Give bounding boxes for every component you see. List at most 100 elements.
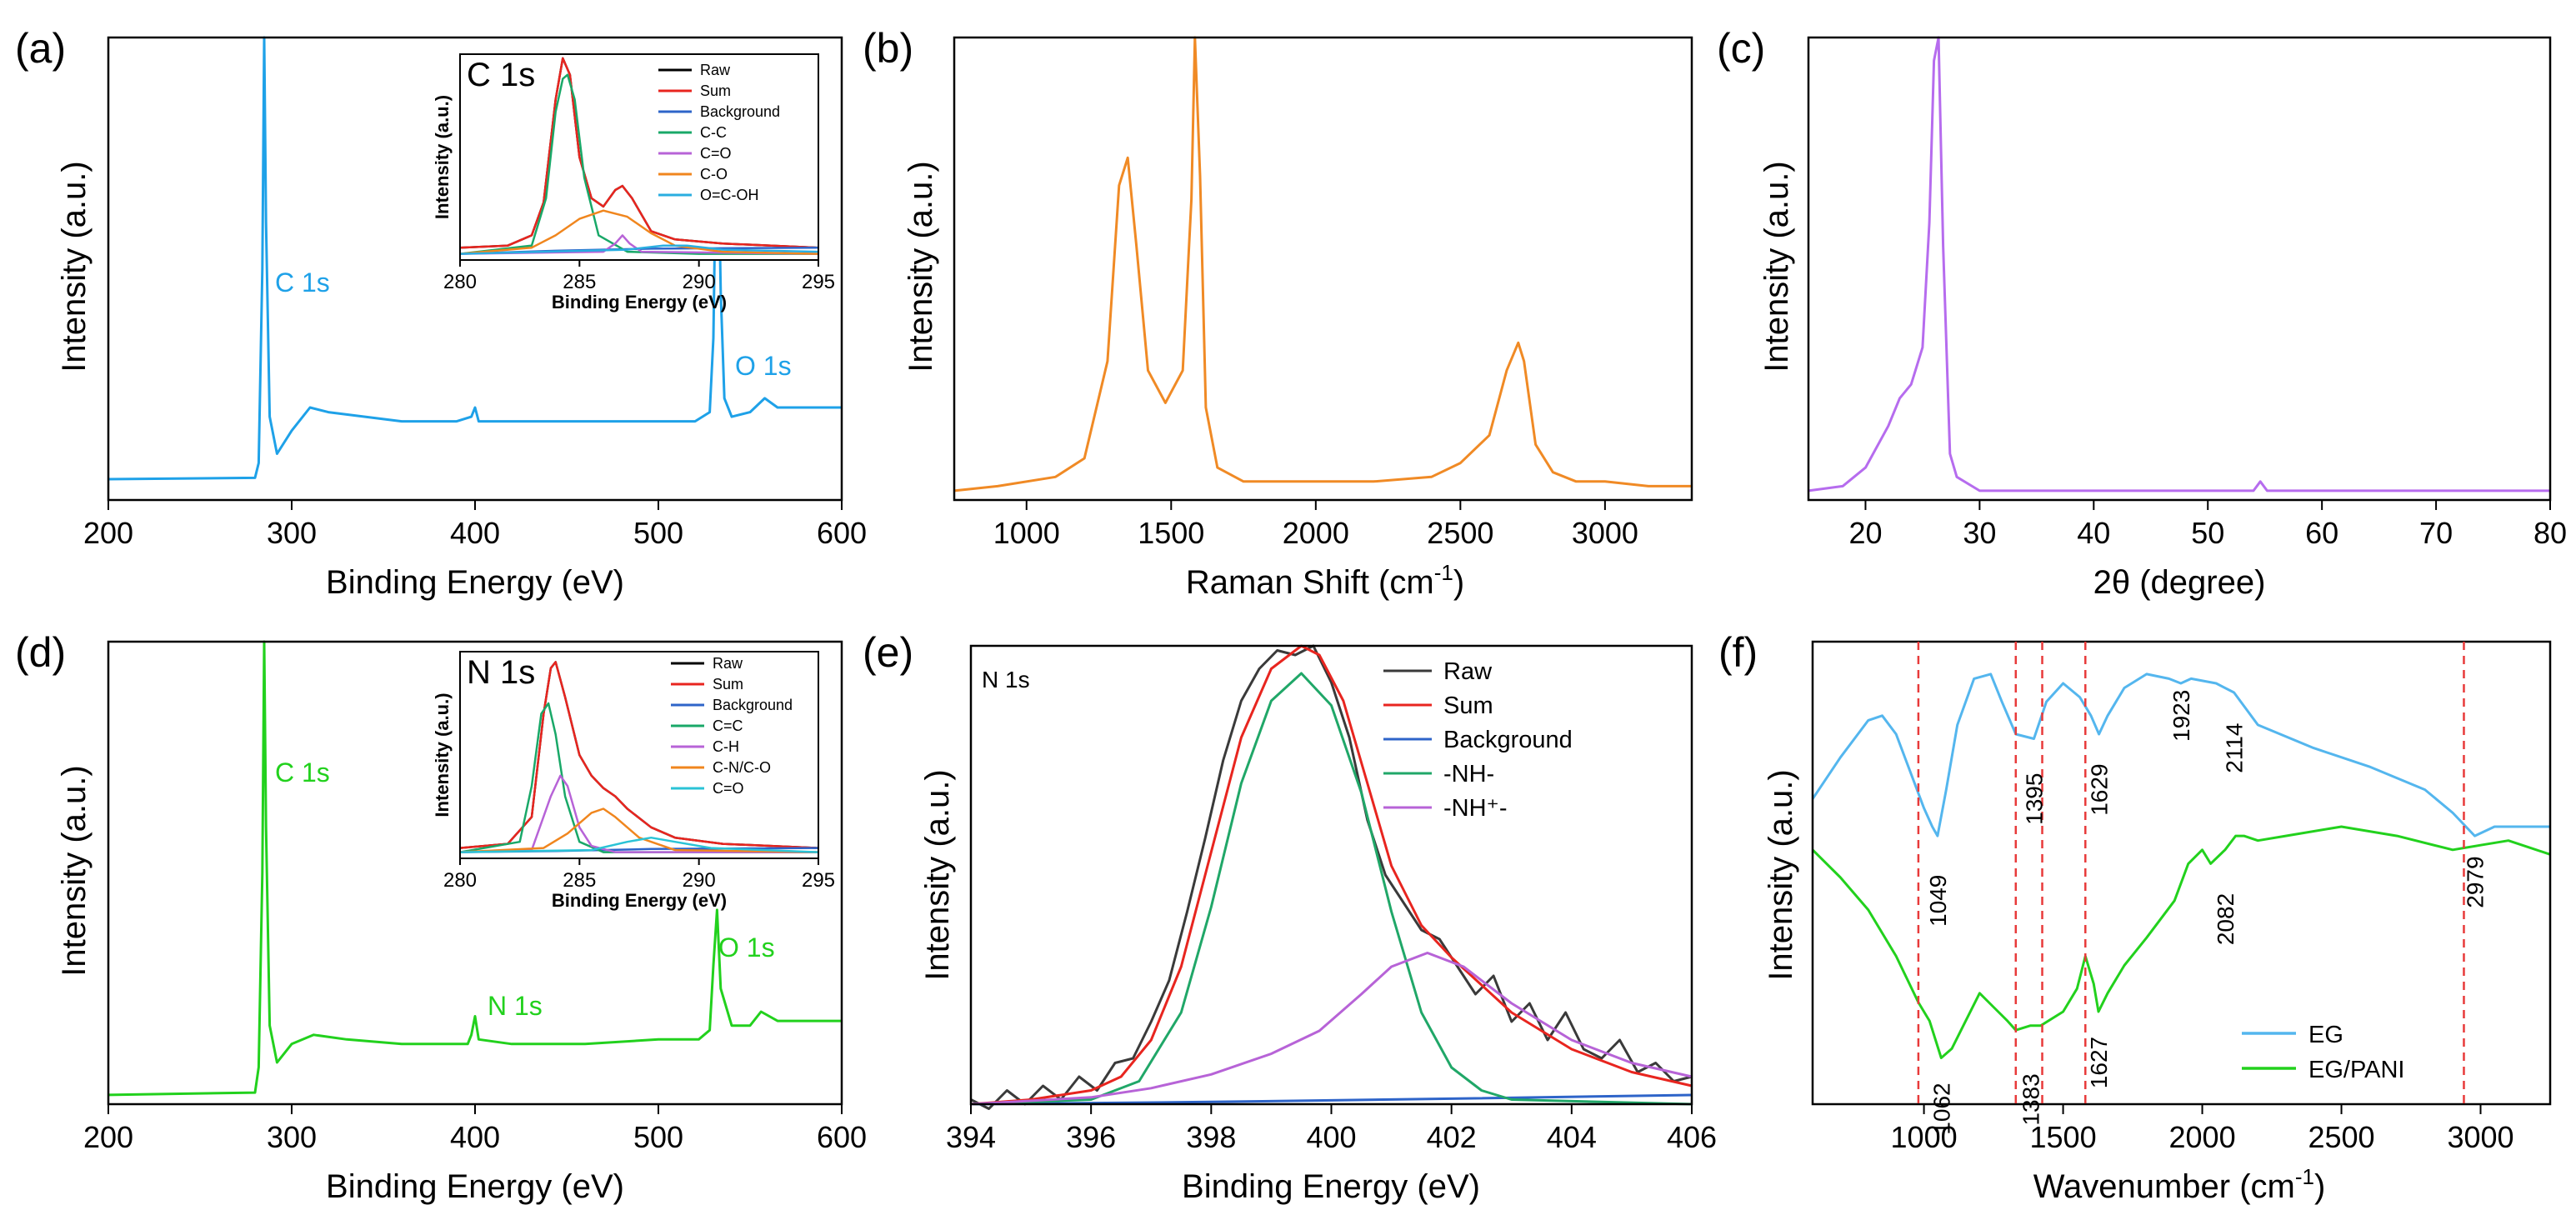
x-tick-label: 394 (946, 1120, 996, 1154)
panel-c: (c) 20 30 40 50 60 70 80 Intensity (a.u.) 2θ (deg… (1717, 25, 2567, 601)
x-tick-label: 500 (633, 516, 683, 550)
series-line-survey (108, 640, 842, 1097)
series-line-sum (459, 661, 819, 849)
peak-annotation: 1062 (1928, 1082, 1954, 1134)
inset-background (460, 652, 818, 858)
panel-letter: (a) (15, 25, 66, 72)
x-axis-title: Binding Energy (eV) (326, 564, 624, 601)
x-tick-label: 30 (1963, 516, 1996, 550)
inset-legend-label: Sum (700, 82, 731, 99)
series-line-sum (459, 57, 819, 249)
x-tick-label: 50 (2191, 516, 2224, 550)
peak-label: C 1s (275, 268, 330, 298)
inset-legend-label: Raw (700, 62, 731, 78)
series-line-c-o (459, 209, 819, 255)
inset-legend-label: C-C (700, 124, 727, 141)
x-tick-label: 396 (1066, 1120, 1116, 1154)
peak-annotation: 1629 (2087, 763, 2113, 815)
x-axis-title: Binding Energy (eV) (326, 1168, 624, 1205)
x-tick-label: 295 (802, 271, 835, 293)
panel-f: (f) 1000 1500 2000 2500 3000 Intensity (a.u.) W… (1718, 629, 2552, 1205)
x-tick-label: 1500 (2030, 1120, 2097, 1154)
x-tick-label: 398 (1186, 1120, 1236, 1154)
inset-y-axis-title: Intensity (a.u.) (432, 95, 453, 219)
x-tick-label: 200 (83, 1120, 133, 1154)
x-tick-label: 2000 (1283, 516, 1349, 550)
inset-title: N 1s (467, 654, 535, 691)
x-axis-title: Binding Energy (eV) (1182, 1168, 1480, 1205)
x-tick-label: 285 (563, 271, 596, 293)
x-tick-label: 285 (563, 869, 596, 892)
x-axis-title-end: ) (1453, 564, 1464, 601)
x-tick-label: 400 (1306, 1120, 1356, 1154)
x-tick-label: 200 (83, 516, 133, 550)
inset-legend-label: C-N/C-O (713, 759, 771, 776)
x-tick-label: 290 (683, 869, 716, 892)
inset-legend-label: C=O (713, 780, 744, 797)
series-line-nh (970, 672, 1693, 1106)
x-tick-label: 70 (2419, 516, 2453, 550)
inset-x-axis-title: Binding Energy (eV) (552, 890, 727, 911)
legend-label: Background (1443, 727, 1573, 753)
inset-legend-label: Raw (713, 655, 743, 672)
x-tick-label: 300 (267, 516, 317, 550)
series-line-c-c (459, 73, 818, 255)
y-axis-title: Intensity (a.u.) (919, 769, 956, 980)
peak-annotation: 1383 (2018, 1073, 2043, 1125)
peak-annotation: 1627 (2086, 1037, 2112, 1088)
x-tick-label: 295 (802, 869, 835, 892)
series-line-raw (970, 644, 1693, 1110)
series-line-c-n-c-o (459, 808, 819, 853)
peak-label: C 1s (275, 758, 330, 788)
series-line-background (970, 1093, 1693, 1106)
x-axis-title-main: Wavenumber (cm (2033, 1168, 2295, 1205)
x-tick-label: 60 (2305, 516, 2338, 550)
panel-d: (d) 200 300 400 500 600 Intensity (a.u.) Bindin… (15, 629, 867, 1205)
x-axis-title-main: Raman Shift (cm (1186, 564, 1434, 601)
peak-label: O 1s (735, 351, 792, 381)
panel-letter: (f) (1718, 629, 1758, 676)
series-line-c-o (459, 836, 819, 853)
x-tick-label: 290 (683, 271, 716, 293)
legend-label: Raw (1443, 658, 1493, 685)
x-tick-label: 280 (443, 271, 477, 293)
x-axis-title: 2θ (degree) (2093, 564, 2266, 601)
x-axis-title-end: ) (2314, 1168, 2325, 1205)
inset-legend-label: C=O (700, 145, 732, 162)
x-tick-label: 1000 (1891, 1120, 1958, 1154)
x-tick-label: 400 (450, 516, 500, 550)
x-tick-label: 2500 (1427, 516, 1493, 550)
x-tick-label: 80 (2533, 516, 2567, 550)
x-tick-label: 300 (267, 1120, 317, 1154)
series-line-sum (970, 644, 1693, 1106)
inset-legend-label: Sum (713, 676, 743, 692)
inset-chart: 280 285 290 295 N 1s Binding Energy (eV) Inten… (432, 651, 835, 911)
inset-legend-label: Background (713, 697, 793, 713)
peak-annotation: 1395 (2022, 773, 2048, 825)
x-axis-title-sup: -1 (1434, 560, 1453, 585)
y-axis-title: Intensity (a.u.) (1758, 161, 1795, 372)
x-tick-label: 500 (633, 1120, 683, 1154)
x-tick-label: 1000 (993, 516, 1060, 550)
series-line-xrd (1808, 36, 2550, 492)
x-tick-label: 402 (1427, 1120, 1477, 1154)
peak-annotation: 2114 (2222, 723, 2248, 773)
series-line-o-c-oh (459, 244, 819, 255)
inset-title: C 1s (467, 57, 535, 93)
panel-e: (e) 394 396 398 400 402 404 406 Intensity (a.u.)… (863, 629, 1717, 1205)
x-tick-label: 280 (443, 869, 477, 892)
series-line-raman (953, 36, 1692, 492)
x-tick-label: 600 (817, 1120, 867, 1154)
x-tick-label: 20 (1848, 516, 1882, 550)
legend-label: -NH- (1443, 761, 1494, 788)
inset-frame (459, 651, 819, 859)
inset-y-axis-title: Intensity (a.u.) (432, 692, 453, 817)
peak-annotation: 1923 (2168, 690, 2194, 742)
panel-letter: (c) (1717, 25, 1765, 72)
peak-label: N 1s (488, 991, 543, 1021)
x-tick-label: 406 (1667, 1120, 1717, 1154)
plot-frame (969, 644, 1693, 1106)
y-axis-title: Intensity (a.u.) (56, 765, 93, 976)
x-tick-label: 1500 (1138, 516, 1204, 550)
